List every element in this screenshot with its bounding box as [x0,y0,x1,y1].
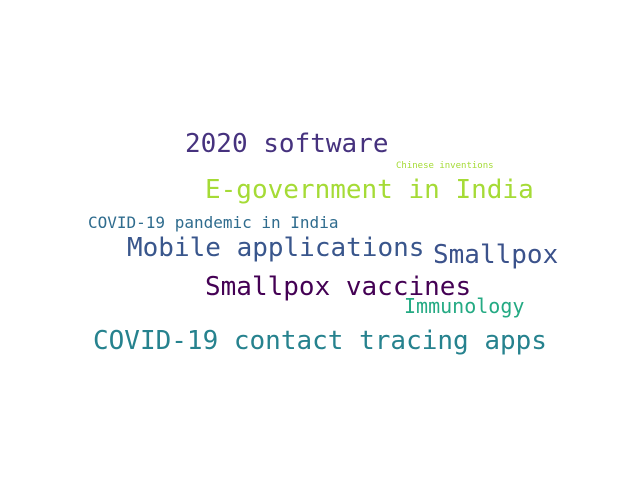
word-mobile-applications: Mobile applications [127,233,425,263]
word-covid19-contact-tracing-apps: COVID-19 contact tracing apps [93,326,547,356]
word-smallpox: Smallpox [433,240,559,270]
word-smallpox-vaccines: Smallpox vaccines [205,272,472,302]
word-covid19-pandemic-in-india: COVID-19 pandemic in India [88,213,339,232]
word-2020-software: 2020 software [185,129,389,159]
word-chinese-inventions: Chinese inventions [396,161,494,171]
word-immunology: Immunology [404,294,525,318]
word-e-government-in-india: E-government in India [205,175,534,205]
